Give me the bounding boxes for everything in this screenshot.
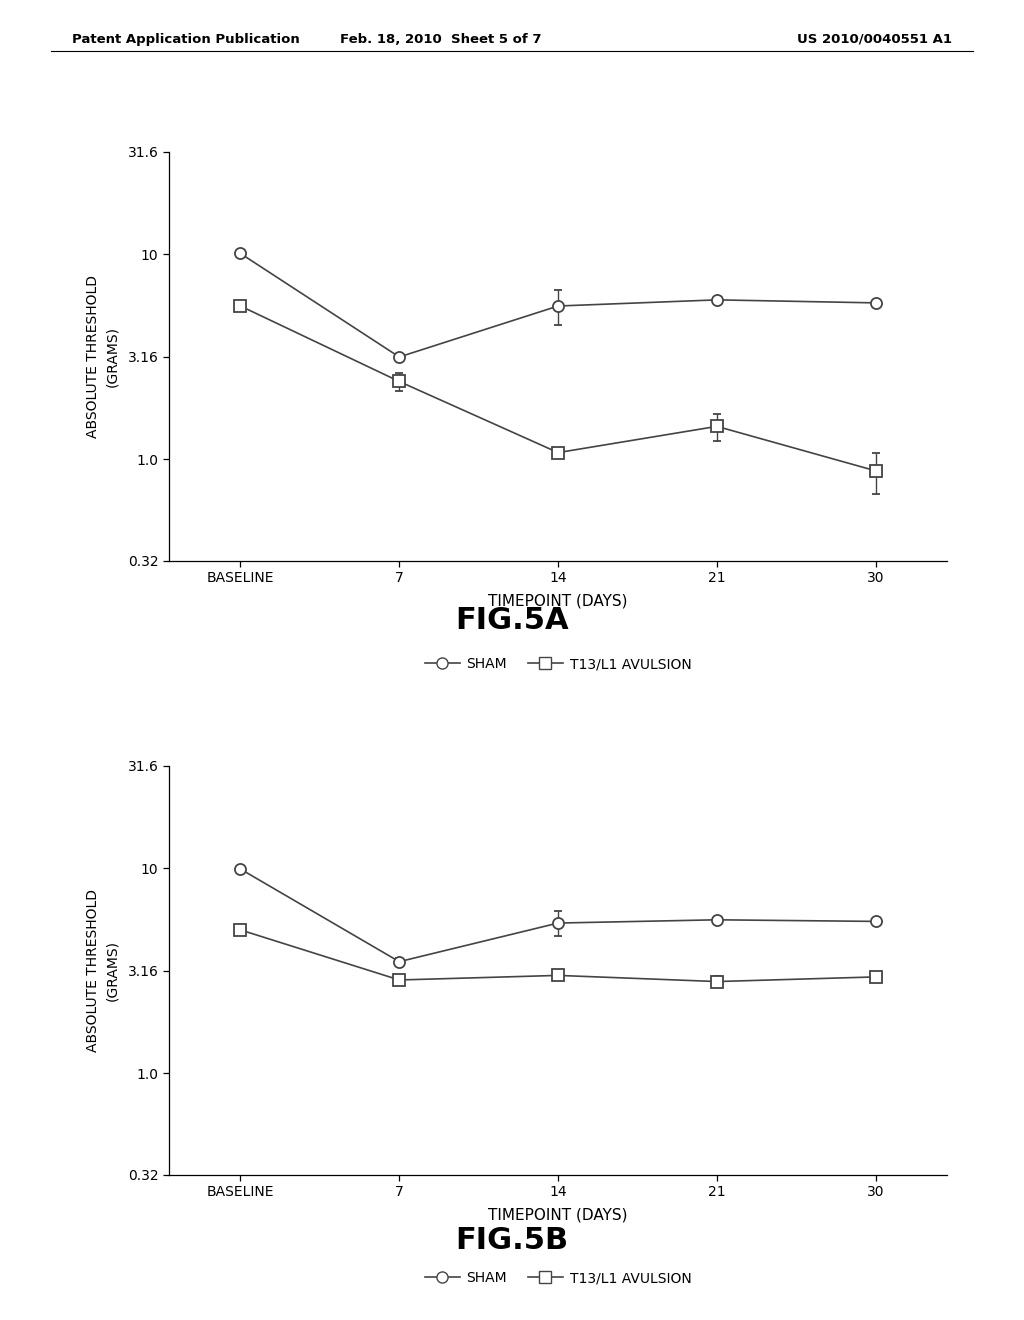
Y-axis label: ABSOLUTE THRESHOLD
(GRAMS): ABSOLUTE THRESHOLD (GRAMS)	[86, 275, 120, 438]
X-axis label: TIMEPOINT (DAYS): TIMEPOINT (DAYS)	[488, 1208, 628, 1222]
Text: Patent Application Publication: Patent Application Publication	[72, 33, 299, 46]
Legend: SHAM, T13/L1 AVULSION: SHAM, T13/L1 AVULSION	[419, 652, 697, 677]
Text: US 2010/0040551 A1: US 2010/0040551 A1	[798, 33, 952, 46]
Y-axis label: ABSOLUTE THRESHOLD
(GRAMS): ABSOLUTE THRESHOLD (GRAMS)	[86, 888, 120, 1052]
Text: FIG.5B: FIG.5B	[456, 1226, 568, 1255]
Legend: SHAM, T13/L1 AVULSION: SHAM, T13/L1 AVULSION	[419, 1266, 697, 1291]
X-axis label: TIMEPOINT (DAYS): TIMEPOINT (DAYS)	[488, 594, 628, 609]
Text: FIG.5A: FIG.5A	[456, 606, 568, 635]
Text: Feb. 18, 2010  Sheet 5 of 7: Feb. 18, 2010 Sheet 5 of 7	[340, 33, 541, 46]
